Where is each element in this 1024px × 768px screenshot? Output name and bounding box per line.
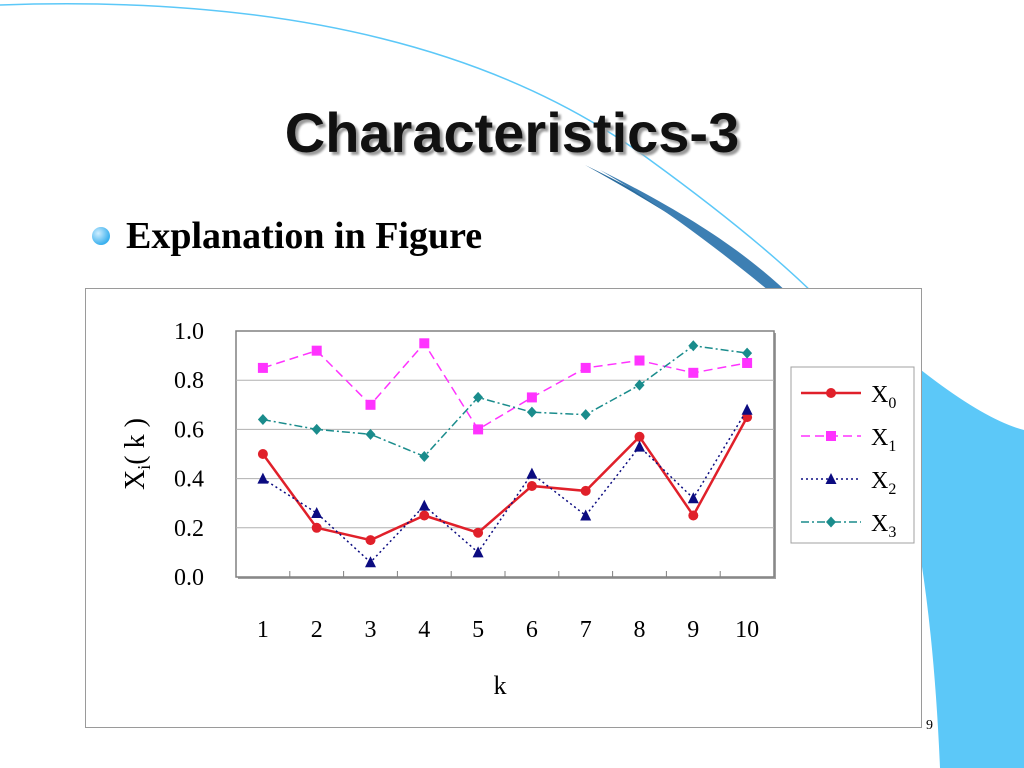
data-point-x3 <box>311 423 322 435</box>
legend-box <box>790 366 915 544</box>
decorative-dark-swoosh-fill <box>600 170 795 300</box>
x-tick-label: 9 <box>687 617 699 643</box>
data-point-x2 <box>472 546 484 558</box>
data-point-x2 <box>257 472 269 484</box>
chart-frame: 0.0 0.2 0.4 0.6 0.8 1.0 1 2 3 4 5 6 7 8 9 10 k Xi( k ) X0 X… <box>85 288 922 728</box>
data-point-x2 <box>634 440 645 452</box>
data-point-x0 <box>311 522 322 533</box>
legend-label-x3: X3 <box>871 511 896 541</box>
x-tick-label: 1 <box>257 617 269 643</box>
x-tick-label: 7 <box>580 617 592 643</box>
data-point-x1 <box>257 362 268 373</box>
legend-label-x1: X1 <box>871 425 896 455</box>
data-point-x1 <box>634 355 645 366</box>
data-point-x3 <box>742 347 753 359</box>
series-line-x0 <box>261 416 749 542</box>
data-point-x3 <box>634 379 645 391</box>
x-tick-label: 10 <box>735 617 759 643</box>
data-point-x3 <box>257 414 268 426</box>
y-tick-label: 1.0 <box>174 319 204 345</box>
data-point-x3 <box>580 409 591 421</box>
page-number: 9 <box>926 718 933 733</box>
x-axis-label: k <box>494 671 507 700</box>
data-point-x0 <box>688 510 699 521</box>
y-tick-label: 0.0 <box>174 565 204 591</box>
data-point-x1 <box>365 399 376 410</box>
legend-label-x0: X0 <box>871 382 896 412</box>
series-line-x3 <box>262 344 748 458</box>
y-tick-label: 0.8 <box>174 368 204 394</box>
y-tick-label: 0.4 <box>174 467 204 493</box>
data-point-x2 <box>365 556 376 568</box>
x-tick-label: 2 <box>311 617 323 643</box>
data-point-x2 <box>580 509 592 521</box>
legend-marker-x1 <box>826 431 836 441</box>
slide-title: Characteristics-3 <box>284 101 740 164</box>
series-line-x1 <box>262 342 748 431</box>
data-point-x0 <box>634 431 645 442</box>
data-point-x1 <box>742 357 753 368</box>
data-point-x3 <box>419 450 430 462</box>
data-point-x1 <box>311 345 322 356</box>
data-point-x2 <box>526 467 538 479</box>
decorative-blue-panel <box>921 370 1024 768</box>
y-axis-label: Xi( k ) <box>120 418 154 490</box>
data-point-x1 <box>580 362 591 373</box>
series-line-x2 <box>262 409 748 564</box>
plot-area <box>235 330 775 578</box>
data-point-x3 <box>473 391 484 403</box>
bullet-item: Explanation in Figure <box>92 214 482 258</box>
data-point-x0 <box>257 449 268 459</box>
data-point-x1 <box>526 392 537 403</box>
data-point-x3 <box>688 340 699 352</box>
data-point-x0 <box>580 485 591 496</box>
data-point-x0 <box>473 527 484 538</box>
data-point-x0 <box>419 510 430 521</box>
bullet-text: Explanation in Figure <box>126 215 483 257</box>
legend-marker-x2 <box>825 473 837 484</box>
data-point-x1 <box>473 424 484 435</box>
x-tick-label: 8 <box>634 617 646 643</box>
x-tick-label: 3 <box>365 617 377 643</box>
y-tick-label: 0.2 <box>174 516 204 542</box>
line-chart: 0.0 0.2 0.4 0.6 0.8 1.0 1 2 3 4 5 6 7 8 9 10 k Xi( k ) X0 X… <box>120 319 915 700</box>
data-point-x0 <box>526 480 537 491</box>
data-point-x1 <box>419 338 430 349</box>
data-point-x2 <box>741 403 753 415</box>
data-point-x1 <box>688 367 699 378</box>
data-point-x0 <box>365 535 376 546</box>
data-point-x2 <box>687 492 699 504</box>
data-point-x2 <box>311 507 323 519</box>
legend-marker-x0 <box>826 388 836 398</box>
data-point-x2 <box>418 499 430 511</box>
x-tick-label: 4 <box>418 617 430 643</box>
data-point-x3 <box>526 406 537 418</box>
x-tick-label: 6 <box>526 617 538 643</box>
decorative-arc-line <box>0 3 821 301</box>
x-tick-label: 5 <box>472 617 484 643</box>
data-point-x3 <box>365 428 376 440</box>
y-tick-label: 0.6 <box>174 417 204 443</box>
legend-marker-x3 <box>826 516 836 528</box>
bullet-dot-icon <box>92 227 110 245</box>
legend-label-x2: X2 <box>871 468 896 498</box>
